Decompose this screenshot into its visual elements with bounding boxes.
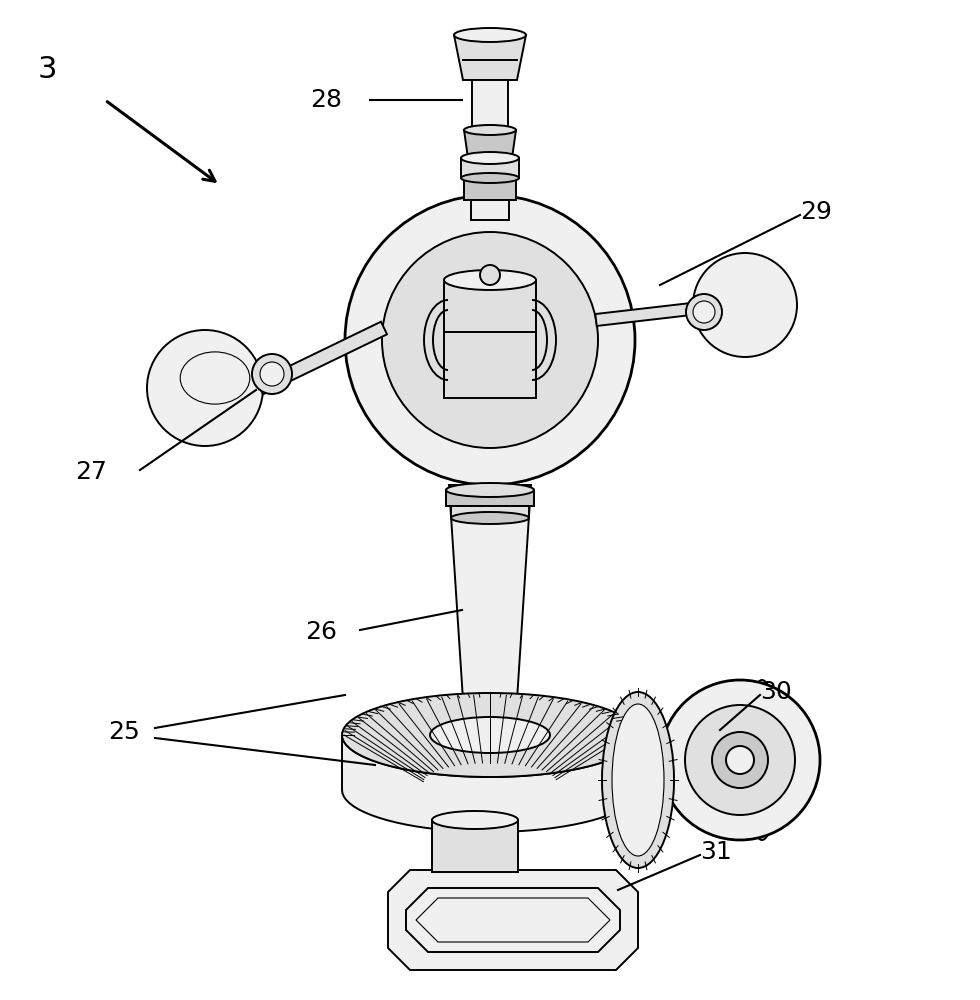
Polygon shape <box>432 820 518 872</box>
Polygon shape <box>388 870 638 970</box>
Circle shape <box>260 362 284 386</box>
Polygon shape <box>471 200 509 220</box>
Circle shape <box>685 705 795 815</box>
Circle shape <box>252 354 292 394</box>
Polygon shape <box>454 35 526 80</box>
Ellipse shape <box>612 704 664 856</box>
Polygon shape <box>461 158 519 178</box>
Polygon shape <box>446 490 534 506</box>
Text: 3: 3 <box>38 55 58 84</box>
Polygon shape <box>472 80 508 130</box>
Ellipse shape <box>430 717 550 753</box>
Circle shape <box>480 265 500 285</box>
Ellipse shape <box>451 512 529 524</box>
Ellipse shape <box>461 152 519 164</box>
Circle shape <box>712 732 768 788</box>
Circle shape <box>693 301 715 323</box>
Text: 30: 30 <box>760 680 792 704</box>
Polygon shape <box>451 506 529 518</box>
Ellipse shape <box>432 811 518 829</box>
Circle shape <box>345 195 635 485</box>
Ellipse shape <box>446 483 534 497</box>
Polygon shape <box>342 735 638 832</box>
Polygon shape <box>595 302 701 326</box>
Ellipse shape <box>342 693 638 777</box>
Polygon shape <box>449 485 531 700</box>
Polygon shape <box>464 130 516 158</box>
Text: 31: 31 <box>700 840 732 864</box>
Text: 26: 26 <box>305 620 337 644</box>
Circle shape <box>382 232 598 448</box>
Ellipse shape <box>602 692 674 868</box>
Ellipse shape <box>454 28 526 42</box>
Text: 25: 25 <box>108 720 140 744</box>
Circle shape <box>147 330 263 446</box>
Circle shape <box>726 746 754 774</box>
Text: 29: 29 <box>800 200 832 224</box>
Polygon shape <box>257 322 387 394</box>
Circle shape <box>660 680 820 840</box>
Text: 27: 27 <box>75 460 107 484</box>
Circle shape <box>686 294 722 330</box>
Text: 28: 28 <box>310 88 342 112</box>
Ellipse shape <box>746 680 778 840</box>
Ellipse shape <box>444 270 536 290</box>
Ellipse shape <box>461 173 519 183</box>
Ellipse shape <box>464 125 516 135</box>
Polygon shape <box>444 280 536 398</box>
Polygon shape <box>464 178 516 200</box>
Circle shape <box>693 253 797 357</box>
